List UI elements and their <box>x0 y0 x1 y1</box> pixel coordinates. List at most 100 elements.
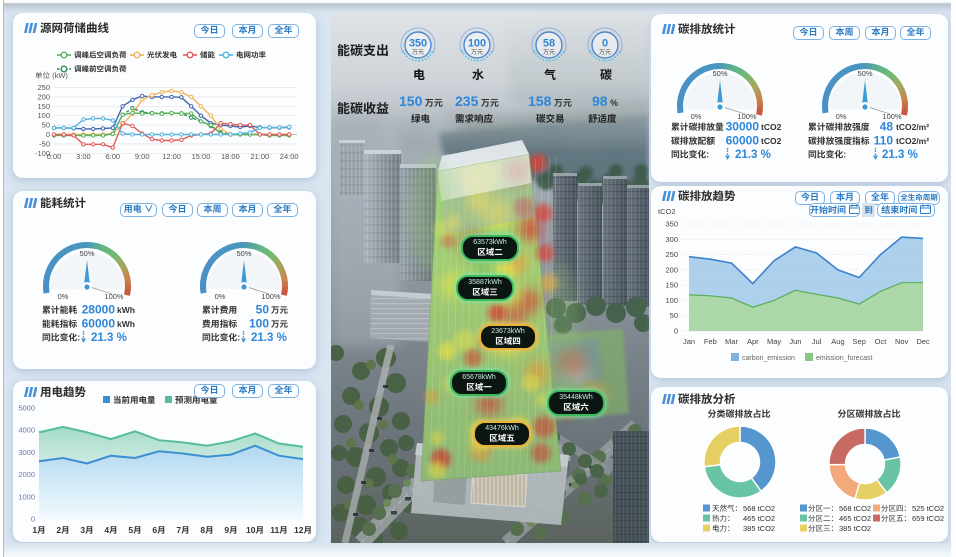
svg-text:累计碳排放强度: 累计碳排放强度 <box>808 122 870 132</box>
svg-text:分区三：: 分区三： <box>808 524 838 533</box>
svg-text:350: 350 <box>409 38 427 50</box>
svg-text:分类碳排放占比: 分类碳排放占比 <box>707 409 770 419</box>
svg-text:21.3 %: 21.3 % <box>91 332 127 344</box>
svg-text:568 tCO2: 568 tCO2 <box>743 504 775 513</box>
svg-text:0%: 0% <box>691 112 702 121</box>
svg-text:1月: 1月 <box>32 525 45 535</box>
svg-text:50%: 50% <box>236 249 251 258</box>
svg-text:50%: 50% <box>857 69 872 78</box>
svg-text:12:00: 12:00 <box>162 152 181 161</box>
svg-text:150: 150 <box>37 102 50 111</box>
svg-text:5000: 5000 <box>18 404 35 413</box>
svg-text:525 tCO2: 525 tCO2 <box>912 504 944 513</box>
svg-text:100%: 100% <box>882 112 902 121</box>
svg-text:天然气：: 天然气： <box>712 504 742 513</box>
svg-text:100: 100 <box>249 317 269 331</box>
svg-text:tCO2/m²: tCO2/m² <box>896 136 929 146</box>
svg-text:分区一：: 分区一： <box>808 504 838 513</box>
svg-text:150: 150 <box>665 281 678 290</box>
svg-text:7月: 7月 <box>176 525 189 535</box>
svg-text:tCO2: tCO2 <box>658 207 676 216</box>
svg-text:250: 250 <box>665 250 678 259</box>
svg-text:50%: 50% <box>79 249 94 258</box>
svg-text:350: 350 <box>665 220 678 229</box>
svg-text:5月: 5月 <box>128 525 141 535</box>
svg-text:200: 200 <box>665 265 678 274</box>
svg-text:Mar: Mar <box>725 337 738 346</box>
svg-text:Jul: Jul <box>812 337 822 346</box>
svg-text:Oct: Oct <box>875 337 888 346</box>
svg-text:Nov: Nov <box>895 337 909 346</box>
svg-text:0: 0 <box>674 327 678 336</box>
svg-text:0: 0 <box>602 38 608 50</box>
svg-text:同比变化:: 同比变化: <box>42 333 80 343</box>
svg-text:24:00: 24:00 <box>280 152 299 161</box>
svg-text:28000: 28000 <box>82 303 116 317</box>
svg-text:21.3 %: 21.3 % <box>882 149 918 161</box>
svg-text:250: 250 <box>37 83 50 92</box>
svg-text:2000: 2000 <box>18 470 35 479</box>
svg-text:0: 0 <box>31 515 35 524</box>
svg-text:tCO2/m²: tCO2/m² <box>896 122 929 132</box>
svg-text:12月: 12月 <box>294 525 312 535</box>
svg-text:9:00: 9:00 <box>135 152 150 161</box>
svg-text:-100: -100 <box>35 149 50 158</box>
svg-text:万元: 万元 <box>412 49 424 56</box>
svg-text:累计能耗: 累计能耗 <box>42 305 77 315</box>
svg-text:kWh: kWh <box>117 305 135 315</box>
svg-text:万元: 万元 <box>543 49 555 56</box>
svg-text:Sep: Sep <box>853 337 866 346</box>
svg-text:万元: 万元 <box>271 319 289 329</box>
svg-text:储能: 储能 <box>200 51 215 60</box>
svg-text:50: 50 <box>256 303 270 317</box>
svg-text:465 tCO2: 465 tCO2 <box>839 514 871 523</box>
svg-text:调峰后空调负荷: 调峰后空调负荷 <box>74 51 127 60</box>
svg-text:Jun: Jun <box>789 337 801 346</box>
svg-text:电力：: 电力： <box>712 524 735 533</box>
svg-text:10月: 10月 <box>246 525 264 535</box>
svg-text:费用指标: 费用指标 <box>202 319 237 329</box>
svg-text:carbon_emission: carbon_emission <box>742 355 795 362</box>
svg-text:tCO2: tCO2 <box>761 136 782 146</box>
svg-text:累计碳排放量: 累计碳排放量 <box>671 122 724 132</box>
svg-text:Apr: Apr <box>747 337 759 346</box>
svg-text:0%: 0% <box>215 292 226 301</box>
svg-text:58: 58 <box>543 38 555 50</box>
svg-text:电网功率: 电网功率 <box>236 51 266 60</box>
svg-text:同比变化:: 同比变化: <box>671 150 709 160</box>
svg-text:当前用电量: 当前用电量 <box>113 395 156 405</box>
svg-text:8月: 8月 <box>200 525 213 535</box>
svg-text:Feb: Feb <box>704 337 717 346</box>
svg-text:21.3 %: 21.3 % <box>251 332 287 344</box>
svg-text:11月: 11月 <box>270 525 288 535</box>
svg-text:6月: 6月 <box>152 525 165 535</box>
svg-text:100: 100 <box>468 38 486 50</box>
svg-text:万元: 万元 <box>271 305 289 315</box>
svg-text:0%: 0% <box>836 112 847 121</box>
svg-text:0: 0 <box>46 130 50 139</box>
svg-text:21.3 %: 21.3 % <box>735 149 771 161</box>
svg-text:碳排放配额: 碳排放配额 <box>671 136 715 146</box>
svg-text:60000: 60000 <box>726 134 760 148</box>
svg-text:50: 50 <box>670 311 678 320</box>
svg-text:预测用电量: 预测用电量 <box>175 395 218 405</box>
svg-text:100: 100 <box>665 296 678 305</box>
svg-text:分区四：: 分区四： <box>881 504 911 513</box>
svg-text:0%: 0% <box>58 292 69 301</box>
svg-text:100: 100 <box>37 111 50 120</box>
svg-text:15:00: 15:00 <box>192 152 211 161</box>
svg-text:调峰前空调负荷: 调峰前空调负荷 <box>74 65 127 74</box>
svg-text:60000: 60000 <box>82 317 116 331</box>
svg-text:emission_forecast: emission_forecast <box>816 355 872 362</box>
svg-text:能耗指标: 能耗指标 <box>42 319 77 329</box>
svg-text:累计费用: 累计费用 <box>202 305 237 315</box>
svg-text:tCO2: tCO2 <box>761 122 782 132</box>
svg-text:3:00: 3:00 <box>76 152 91 161</box>
svg-text:200: 200 <box>37 92 50 101</box>
svg-text:同比变化:: 同比变化: <box>202 333 240 343</box>
svg-text:分区二：: 分区二： <box>808 514 838 523</box>
svg-text:万元: 万元 <box>471 49 483 56</box>
svg-text:50: 50 <box>42 121 50 130</box>
svg-text:热力：: 热力： <box>712 514 735 523</box>
svg-text:30000: 30000 <box>726 120 760 134</box>
